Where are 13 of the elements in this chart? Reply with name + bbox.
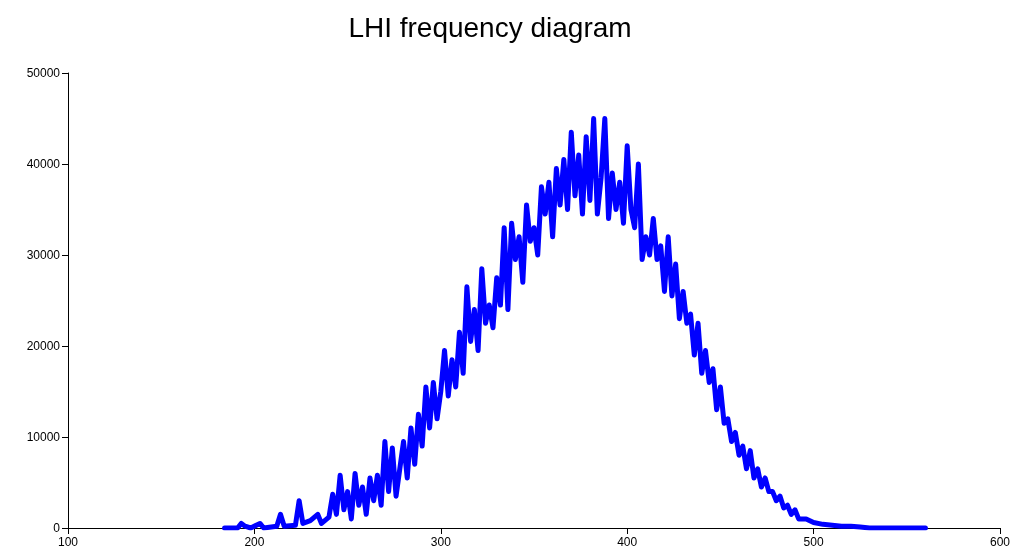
y-tick-label: 10000: [26, 430, 61, 444]
x-tick-label: 600: [989, 535, 1011, 549]
x-tick-label: 300: [430, 535, 452, 549]
y-tick-label: 20000: [26, 339, 61, 353]
x-tick-label: 500: [803, 535, 824, 549]
x-tick-label: 200: [244, 535, 265, 549]
y-tick-label: 30000: [26, 248, 61, 262]
x-tick-label: 400: [617, 535, 638, 549]
chart-title: LHI frequency diagram: [348, 11, 632, 43]
y-tick-label: 0: [53, 521, 61, 535]
y-tick-label: 50000: [26, 66, 61, 80]
x-tick-label: 100: [57, 535, 79, 549]
y-tick-label: 40000: [26, 157, 61, 171]
